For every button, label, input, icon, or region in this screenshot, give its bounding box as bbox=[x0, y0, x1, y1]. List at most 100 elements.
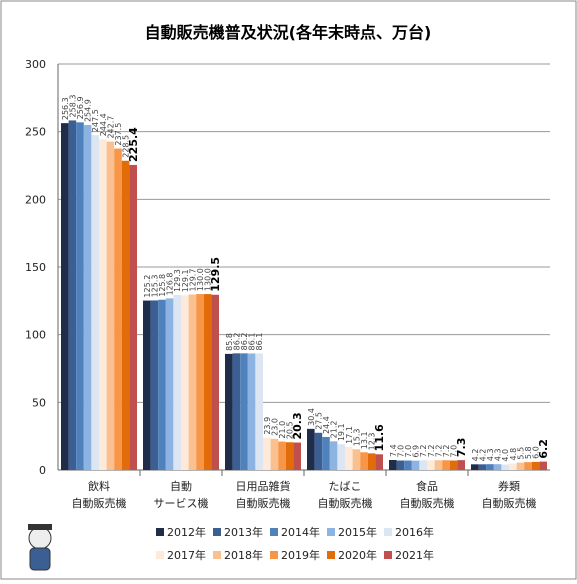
bar bbox=[203, 294, 212, 470]
legend-label: 2015年 bbox=[338, 525, 377, 539]
value-label: 256.9 bbox=[76, 96, 85, 119]
bar bbox=[419, 460, 427, 470]
value-label: 27.5 bbox=[314, 412, 323, 430]
value-label: 13.1 bbox=[360, 431, 369, 449]
bar bbox=[129, 164, 137, 470]
legend-swatch bbox=[384, 551, 392, 559]
value-label: 225.4 bbox=[127, 127, 140, 162]
legend-label: 2017年 bbox=[167, 548, 206, 562]
bar bbox=[173, 295, 181, 470]
bar bbox=[211, 294, 219, 470]
legend-swatch bbox=[327, 551, 335, 559]
value-label: 86.2 bbox=[240, 333, 249, 351]
value-label: 85.8 bbox=[225, 333, 234, 351]
value-label: 4.0 bbox=[501, 449, 510, 462]
value-label: 12.3 bbox=[368, 433, 377, 451]
value-label: 7.2 bbox=[427, 445, 436, 458]
value-label: 125.3 bbox=[150, 275, 159, 298]
bar bbox=[278, 441, 286, 470]
bar bbox=[389, 459, 397, 470]
value-label: 6.0 bbox=[532, 446, 541, 459]
bar bbox=[352, 449, 361, 470]
legend-swatch bbox=[270, 528, 278, 536]
value-label: 30.4 bbox=[307, 408, 316, 426]
bar bbox=[516, 462, 525, 470]
value-label: 256.3 bbox=[61, 97, 70, 120]
bar bbox=[501, 464, 509, 470]
bar bbox=[457, 460, 465, 470]
bar bbox=[471, 464, 479, 470]
legend-label: 2016年 bbox=[395, 525, 434, 539]
bar bbox=[493, 464, 502, 470]
bar bbox=[375, 454, 383, 470]
bar bbox=[225, 353, 233, 470]
y-tick-label: 0 bbox=[39, 464, 46, 477]
value-label: 86.1 bbox=[248, 333, 257, 351]
bar bbox=[314, 432, 323, 470]
value-label: 7.2 bbox=[419, 445, 428, 458]
y-tick-label: 300 bbox=[25, 58, 46, 71]
y-tick-label: 200 bbox=[25, 193, 46, 206]
value-label: 7.0 bbox=[450, 445, 459, 458]
value-label: 125.2 bbox=[143, 275, 152, 298]
bar bbox=[196, 294, 204, 470]
value-label: 5.8 bbox=[524, 446, 533, 459]
legend-swatch bbox=[270, 551, 278, 559]
value-label: 23.0 bbox=[270, 418, 279, 436]
value-label: 4.2 bbox=[471, 449, 480, 462]
legend-swatch bbox=[213, 551, 221, 559]
legend-label: 2019年 bbox=[281, 548, 320, 562]
bar bbox=[83, 125, 92, 470]
value-label: 6.2 bbox=[537, 439, 550, 459]
bar bbox=[337, 444, 345, 470]
legend-swatch bbox=[156, 528, 164, 536]
value-label: 244.4 bbox=[99, 113, 108, 136]
value-label: 126.8 bbox=[166, 272, 175, 295]
bar bbox=[181, 295, 189, 470]
value-label: 21.2 bbox=[330, 420, 339, 438]
value-label: 129.5 bbox=[209, 257, 222, 292]
bar bbox=[247, 353, 256, 470]
value-label: 23.9 bbox=[263, 417, 272, 435]
bar bbox=[158, 299, 166, 470]
bar bbox=[263, 437, 271, 470]
bar bbox=[307, 428, 315, 470]
legend-label: 2018年 bbox=[224, 548, 263, 562]
value-label: 247.5 bbox=[91, 109, 100, 132]
bar bbox=[188, 294, 197, 470]
x-tick-label: 自動サービス機 bbox=[154, 479, 209, 510]
bar bbox=[367, 453, 376, 470]
bar bbox=[106, 141, 115, 470]
value-label: 4.2 bbox=[478, 449, 487, 462]
x-tick-label: 日用品雑貨自動販売機 bbox=[236, 479, 291, 510]
legend-label: 2012年 bbox=[167, 525, 206, 539]
value-label: 130.0 bbox=[204, 268, 213, 291]
bar bbox=[404, 460, 412, 470]
bar bbox=[396, 460, 405, 470]
bar bbox=[411, 460, 420, 470]
bar bbox=[322, 436, 330, 470]
bar bbox=[240, 353, 248, 470]
value-label: 129.1 bbox=[181, 269, 190, 292]
bar bbox=[255, 353, 263, 470]
value-label: 20.3 bbox=[291, 412, 304, 439]
value-label: 129.7 bbox=[188, 269, 197, 292]
chart-title: 自動販売機普及状況(各年末時点、万台) bbox=[145, 23, 432, 42]
value-label: 228.5 bbox=[122, 135, 131, 158]
value-label: 20.5 bbox=[286, 421, 295, 439]
bar bbox=[76, 122, 84, 470]
bar bbox=[345, 446, 353, 470]
bar bbox=[539, 461, 547, 470]
value-label: 24.4 bbox=[322, 416, 331, 434]
bar bbox=[121, 160, 130, 470]
bar bbox=[293, 442, 301, 470]
value-label: 237.5 bbox=[114, 123, 123, 146]
x-tick-label: 飲料自動販売機 bbox=[72, 479, 127, 510]
value-label: 130.0 bbox=[196, 268, 205, 291]
value-label: 6.9 bbox=[412, 445, 421, 458]
value-label: 17.1 bbox=[345, 426, 354, 444]
bar bbox=[232, 353, 241, 470]
value-label: 258.3 bbox=[68, 95, 77, 118]
legend-label: 2014年 bbox=[281, 525, 320, 539]
